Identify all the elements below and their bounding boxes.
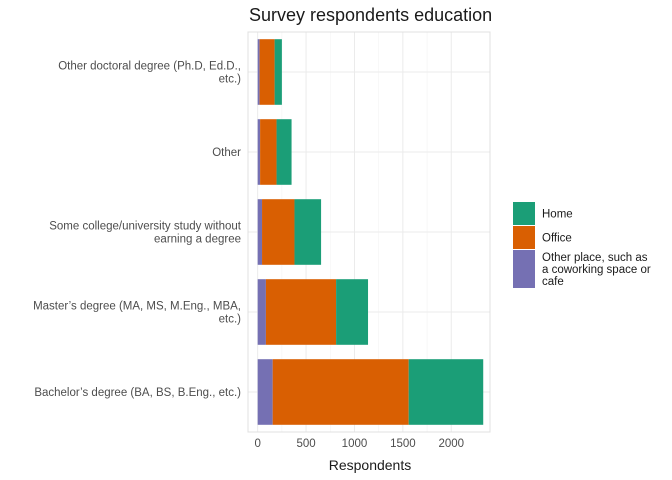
y-tick-label: Master’s degree (MA, MS, M.Eng., MBA, [33,301,241,313]
y-tick-label: Other [212,147,241,159]
bar-segment [257,119,261,185]
x-tick-label: 1000 [342,438,368,450]
x-tick-label: 500 [296,438,315,450]
legend-label: Home [542,209,573,221]
legend-key [513,202,535,225]
bar-segment [272,359,409,425]
legend-label: a coworking space or [542,264,651,276]
bar-segment [257,39,260,105]
chart-title: Survey respondents education [249,5,492,25]
legend-label: cafe [542,276,564,288]
y-tick-label: Bachelor’s degree (BA, BS, B.Eng., etc.) [34,387,241,399]
bar-segment [257,359,273,425]
y-tick-label: etc.) [219,314,242,326]
bar-segment [265,279,337,345]
y-tick-label: Some college/university study without [49,221,242,233]
plot-area: Bachelor’s degree (BA, BS, B.Eng., etc.)… [33,31,491,450]
bar-segment [260,119,277,185]
bar-segment [336,279,369,345]
x-axis-title: Respondents [329,457,412,473]
legend-key [513,226,535,249]
x-tick-label: 0 [254,438,260,450]
plot-panel-border [247,31,491,433]
y-tick-label: Other doctoral degree (Ph.D, Ed.D., [58,61,241,73]
x-tick-label: 2000 [438,438,464,450]
bar-segment [274,39,282,105]
bar-segment [262,199,295,265]
legend-label: Office [542,233,572,245]
y-tick-label: earning a degree [154,234,241,246]
y-tick-label: etc.) [219,74,242,86]
bar-segment [276,119,292,185]
legend-key [513,250,535,288]
legend-label: Other place, such as [542,252,648,264]
bar-segment [259,39,275,105]
bar-segment [408,359,484,425]
bar-segment [294,199,322,265]
legend: Home Office Other place, such asa coworkin… [513,202,651,288]
bar-segment [257,279,266,345]
x-tick-label: 1500 [390,438,416,450]
bar-segment [257,199,263,265]
